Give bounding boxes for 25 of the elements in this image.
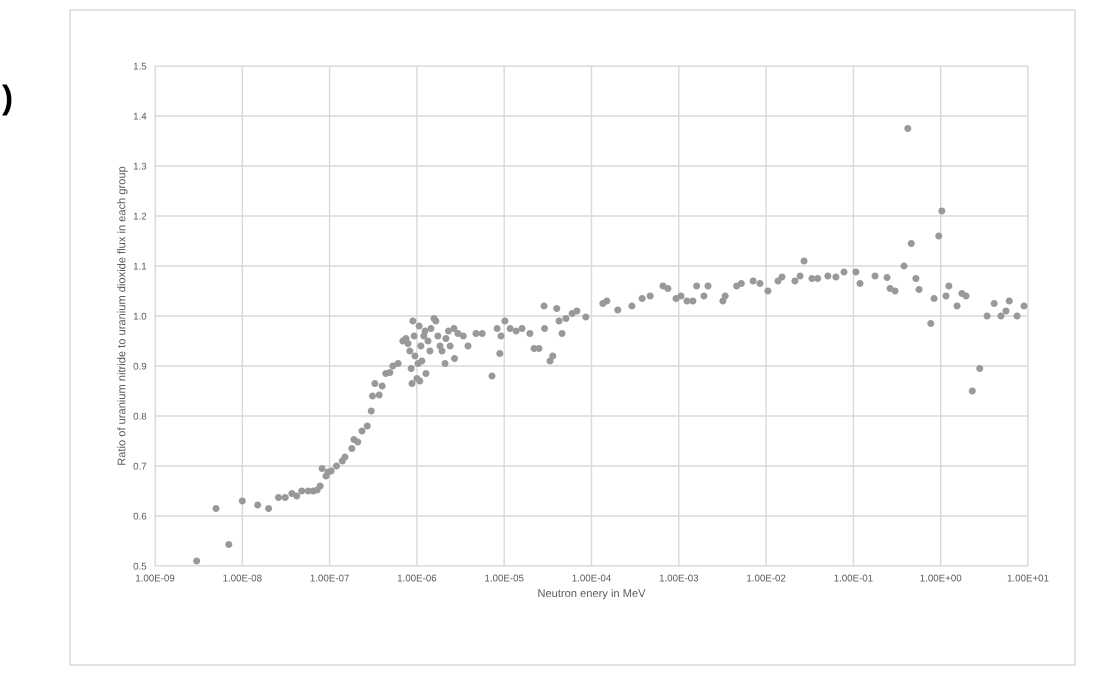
x-axis-title: Neutron enery in MeV bbox=[538, 588, 646, 600]
x-tick-label: 1.00E-01 bbox=[834, 574, 873, 582]
x-tick-label: 1.00E-04 bbox=[572, 574, 611, 582]
y-tick-label: 0.9 bbox=[133, 362, 147, 370]
text: ) bbox=[2, 84, 12, 116]
y-tick-label: 1.5 bbox=[133, 62, 147, 70]
y-tick-label: 0.5 bbox=[133, 562, 147, 570]
y-tick-label: 1.4 bbox=[133, 112, 147, 120]
x-tick-label: 1.00E-08 bbox=[223, 574, 262, 582]
x-tick-label: 1.00E-03 bbox=[659, 574, 699, 582]
x-tick-label: 1.00E-09 bbox=[136, 574, 175, 582]
x-tick-label: 1.00E-06 bbox=[397, 574, 437, 582]
y-tick-label: 1.2 bbox=[133, 212, 147, 220]
y-tick-label: 0.7 bbox=[133, 462, 147, 470]
y-tick-label: 0.6 bbox=[133, 512, 147, 520]
x-tick-label: 1.00E-02 bbox=[747, 574, 786, 582]
x-tick-label: 1.00E+00 bbox=[920, 574, 962, 582]
y-tick-label: 1.1 bbox=[133, 262, 147, 270]
y-tick-label: 1.0 bbox=[133, 312, 147, 320]
y-tick-label: 1.3 bbox=[133, 162, 147, 170]
x-tick-label: 1.00E+01 bbox=[1007, 574, 1049, 582]
x-tick-label: 1.00E-05 bbox=[485, 574, 524, 582]
y-tick-label: 0.8 bbox=[133, 412, 147, 420]
x-tick-label: 1.00E-07 bbox=[310, 574, 349, 582]
y-axis-title: Ratio of uranium nitride to uranium dioxide flux in each group bbox=[117, 166, 128, 465]
